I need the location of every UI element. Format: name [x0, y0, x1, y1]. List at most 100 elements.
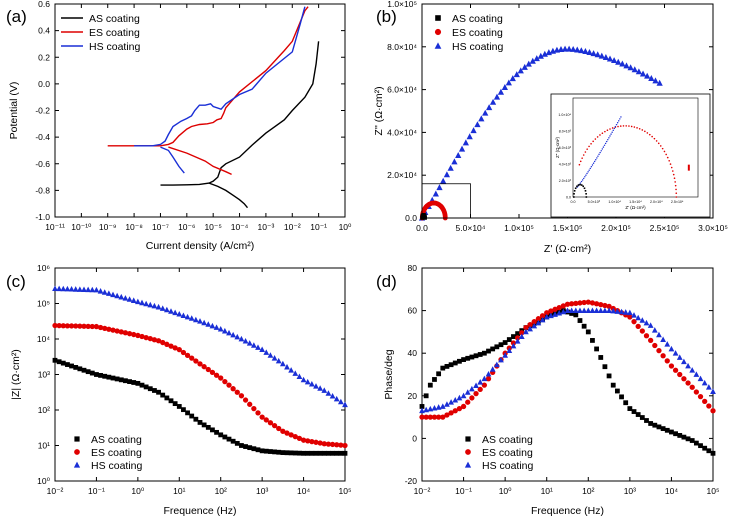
inset-x-axis-label: Z' (Ω·cm²): [625, 205, 646, 210]
data-point: [706, 448, 712, 454]
inset-point-hs: [581, 179, 584, 181]
inset-point-as: [584, 190, 587, 192]
data-point: [444, 364, 450, 369]
data-point-hs: [486, 104, 493, 111]
data-point: [493, 361, 500, 368]
data-point-hs: [497, 88, 505, 95]
data-point: [644, 418, 649, 423]
inset-point-as: [573, 196, 575, 198]
data-point: [185, 410, 190, 416]
data-point: [457, 358, 462, 364]
inset-point-as: [582, 185, 585, 188]
x-tick-label: 10⁻⁹: [99, 222, 117, 232]
data-point: [514, 338, 521, 344]
data-point: [94, 372, 99, 377]
inset-point-es: [648, 133, 651, 136]
x-tick-label: 10⁻⁶: [178, 222, 195, 232]
data-point: [597, 307, 604, 313]
data-point: [610, 307, 617, 314]
data-point: [469, 395, 475, 401]
x-axis-label: Current density (A/cm²): [146, 240, 255, 252]
inset-point-es: [579, 160, 582, 163]
data-point: [176, 347, 182, 353]
inset-box: [550, 93, 711, 218]
inset-point-as: [577, 184, 580, 186]
y-tick-label: 10⁴: [37, 334, 50, 344]
data-point: [593, 307, 600, 313]
inset-point-hs: [609, 135, 611, 137]
data-point-hs: [436, 184, 443, 191]
legend-marker: [435, 15, 441, 21]
data-point: [330, 450, 335, 456]
legend-label: AS coating: [89, 13, 140, 25]
inset-point-es: [687, 164, 690, 171]
inset-point-hs: [610, 133, 612, 135]
x-tick-label: 5.0×10⁴: [456, 223, 486, 233]
data-point: [151, 302, 158, 309]
data-point: [510, 342, 517, 349]
data-point: [502, 352, 509, 358]
data-point: [498, 342, 504, 348]
data-point: [485, 370, 492, 377]
data-point: [93, 286, 100, 293]
data-point: [502, 340, 508, 345]
data-point: [681, 376, 687, 382]
inset-point-es: [588, 145, 590, 148]
data-point: [456, 394, 463, 401]
data-point: [101, 289, 108, 295]
data-point: [523, 328, 529, 335]
data-point: [444, 401, 450, 407]
data-point: [304, 378, 311, 385]
data-point: [69, 363, 74, 369]
y-tick-label: 10³: [38, 370, 50, 380]
plot-frame: [421, 267, 714, 482]
data-point: [581, 299, 587, 306]
x-tick-label: 10³: [256, 486, 268, 496]
data-point: [577, 318, 583, 323]
inset-point-es: [672, 173, 675, 176]
data-point: [226, 382, 232, 388]
panel-b: 0.0 5.0×10⁴ 1.0×10⁵ 1.5×10⁵ 2.0×10⁵ 2.5×10⁵ 3.…: [373, 0, 728, 255]
x-tick-label: 10⁴: [665, 486, 678, 496]
data-point: [89, 370, 95, 376]
inset-point-es: [578, 163, 581, 166]
data-point: [126, 331, 133, 337]
data-point: [81, 286, 87, 292]
data-point: [705, 384, 712, 390]
data-point: [247, 445, 253, 451]
data-point: [209, 322, 216, 329]
data-point: [669, 429, 674, 435]
data-point-hs: [470, 127, 477, 134]
data-point: [122, 295, 129, 301]
y-tick-label: 80: [408, 263, 418, 273]
data-point: [506, 347, 513, 354]
inset-point-es: [619, 125, 622, 127]
inset-point-hs: [616, 122, 619, 124]
inset-point-hs: [591, 164, 594, 166]
y-tick-label: 8.0×10⁴: [387, 42, 417, 52]
data-point: [193, 416, 199, 422]
data-point: [585, 299, 591, 305]
inset-point-hs: [608, 137, 610, 139]
data-point: [435, 404, 442, 410]
x-tick-label: 10²: [582, 486, 594, 496]
inset-point-es: [651, 135, 653, 138]
data-point: [60, 323, 66, 329]
data-point: [213, 372, 220, 378]
inset-point-hs: [593, 160, 596, 163]
legend-label: ES coating: [452, 27, 503, 39]
inset-point-hs: [580, 180, 583, 183]
data-point: [589, 307, 596, 313]
inset-point-es: [633, 126, 636, 128]
inset-point-es: [670, 166, 673, 169]
data-point: [201, 422, 207, 428]
data-point: [184, 313, 191, 320]
data-point: [698, 443, 703, 449]
x-tick-label: 10⁻¹⁰: [71, 222, 92, 232]
data-point: [197, 318, 203, 324]
data-point: [272, 449, 277, 455]
data-point-hs: [432, 190, 439, 197]
inset-point-es: [674, 184, 677, 187]
data-point-hs: [598, 52, 605, 59]
